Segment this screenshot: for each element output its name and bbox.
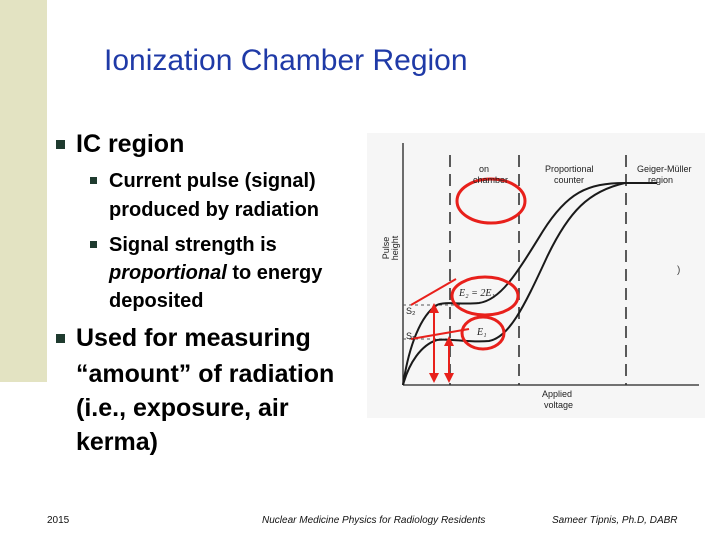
region-label-ic-line1: on <box>479 164 489 174</box>
highlight-ellipse-upper-label <box>450 275 520 317</box>
connector-line <box>410 328 470 340</box>
bullet-used-for-line4: kerma) <box>76 428 158 456</box>
bullet-used-for-line1: Used for measuring <box>76 324 311 352</box>
diagram-svg: Pulse height on chamber Proportional cou… <box>381 143 699 410</box>
bullet-square-icon <box>56 334 65 343</box>
sub-bullet-signal-strength-line3: deposited <box>109 290 204 312</box>
arrow-head-icon <box>429 373 439 383</box>
bullet-used-for-line3: (i.e., exposure, air <box>76 394 289 422</box>
x-axis-label-line2: voltage <box>544 400 573 410</box>
sub-bullet-signal-strength-line2: proportional to energy <box>109 261 322 285</box>
gas-detector-response-diagram: Pulse height on chamber Proportional cou… <box>367 133 705 418</box>
sub-bullet-current-pulse-line2: produced by radiation <box>109 199 320 221</box>
bullet-used-for-line2: “amount” of radiation <box>76 360 335 388</box>
connector-line <box>410 278 457 306</box>
sub-bullet-signal-strength-line1: Signal strength is <box>109 234 277 256</box>
level-label-s2: S₂ <box>406 306 416 316</box>
level-label-s1: S₁ <box>406 331 415 341</box>
arrow-head-icon <box>444 336 454 346</box>
sub-bullet-square-icon <box>90 177 97 184</box>
y-axis-label-line1: Pulse <box>381 237 391 260</box>
sub-bullet-square-icon <box>90 241 97 248</box>
slide-title: Ionization Chamber Region <box>104 44 468 77</box>
highlight-ellipse-lower-label <box>460 315 506 351</box>
footer-year: 2015 <box>47 515 70 526</box>
region-label-gm-line2: region <box>648 175 673 185</box>
stray-paren: ) <box>677 265 680 276</box>
footer-author: Sameer Tipnis, Ph.D, DABR <box>552 515 678 526</box>
lower-response-curve <box>402 182 626 386</box>
arrow-head-icon <box>444 373 454 383</box>
region-label-gm-line1: Geiger-Müller <box>637 164 692 174</box>
highlight-ellipse-ic-region <box>455 177 527 225</box>
region-label-proportional-line2: counter <box>554 175 584 185</box>
bullet-ic-region: IC region <box>76 130 185 158</box>
bullet-square-icon <box>56 140 65 149</box>
region-label-proportional-line1: Proportional <box>545 164 594 174</box>
to-energy-text: to energy <box>226 262 323 284</box>
upper-response-curve <box>402 182 657 386</box>
x-axis-label-line1: Applied <box>542 389 572 399</box>
upper-curve-label: E₂ = 2E₁ <box>458 288 495 299</box>
slide-sidebar-band <box>0 0 47 382</box>
region-label-ic-line2: chamber <box>473 175 508 185</box>
lower-curve-label: E₁ <box>476 327 487 338</box>
italic-proportional: proportional <box>109 262 227 284</box>
y-axis-label-line2: height <box>390 235 400 260</box>
sub-bullet-current-pulse-line1: Current pulse (signal) <box>109 170 316 192</box>
footer-course: Nuclear Medicine Physics for Radiology R… <box>262 515 486 526</box>
arrow-head-icon <box>429 303 439 313</box>
